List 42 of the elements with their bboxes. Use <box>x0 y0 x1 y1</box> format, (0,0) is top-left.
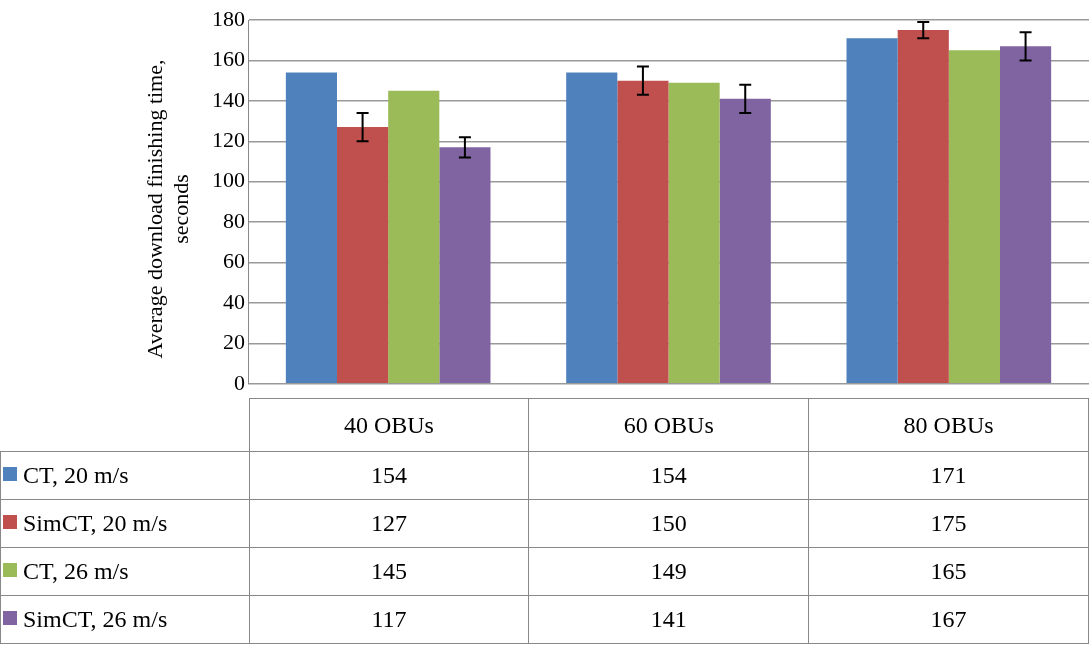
bar <box>337 127 389 384</box>
legend-label: CT, 26 m/s <box>0 547 250 596</box>
x-tick-label: 40 OBUs <box>249 398 529 452</box>
data-label: 149 <box>528 547 809 596</box>
y-tick-label: 100 <box>212 167 245 193</box>
data-label: 175 <box>808 499 1089 548</box>
data-label: 117 <box>249 595 529 644</box>
data-label: 171 <box>808 451 1089 500</box>
y-tick-label: 140 <box>212 86 245 112</box>
bar <box>999 46 1052 384</box>
bar <box>846 38 898 384</box>
y-tick-label: 180 <box>212 5 245 31</box>
bar <box>948 50 1000 384</box>
bar <box>566 72 618 384</box>
y-tick-label: 0 <box>234 369 245 395</box>
legend-label: CT, 20 m/s <box>0 451 250 500</box>
bar <box>617 80 669 384</box>
bar <box>668 82 720 384</box>
y-tick-label: 20 <box>223 329 245 355</box>
data-label: 145 <box>249 547 529 596</box>
legend-label: SimCT, 20 m/s <box>0 499 250 548</box>
x-tick-label: 80 OBUs <box>808 398 1089 452</box>
bar <box>439 147 491 384</box>
data-label: 154 <box>249 451 529 500</box>
y-tick-label: 60 <box>223 248 245 274</box>
y-tick-label: 40 <box>223 288 245 314</box>
legend-label: SimCT, 26 m/s <box>0 595 250 644</box>
data-label: 141 <box>528 595 809 644</box>
bar <box>388 90 440 384</box>
bar <box>897 30 949 384</box>
y-tick-label: 120 <box>212 127 245 153</box>
y-tick-label: 160 <box>212 46 245 72</box>
data-label: 165 <box>808 547 1089 596</box>
data-label: 154 <box>528 451 809 500</box>
bar <box>719 98 771 384</box>
data-label: 150 <box>528 499 809 548</box>
data-label: 167 <box>808 595 1089 644</box>
y-tick-label: 80 <box>223 207 245 233</box>
y-axis-title: Average download finishing time, seconds <box>142 58 194 361</box>
bar <box>285 72 338 384</box>
x-tick-label: 60 OBUs <box>528 398 809 452</box>
data-label: 127 <box>249 499 529 548</box>
